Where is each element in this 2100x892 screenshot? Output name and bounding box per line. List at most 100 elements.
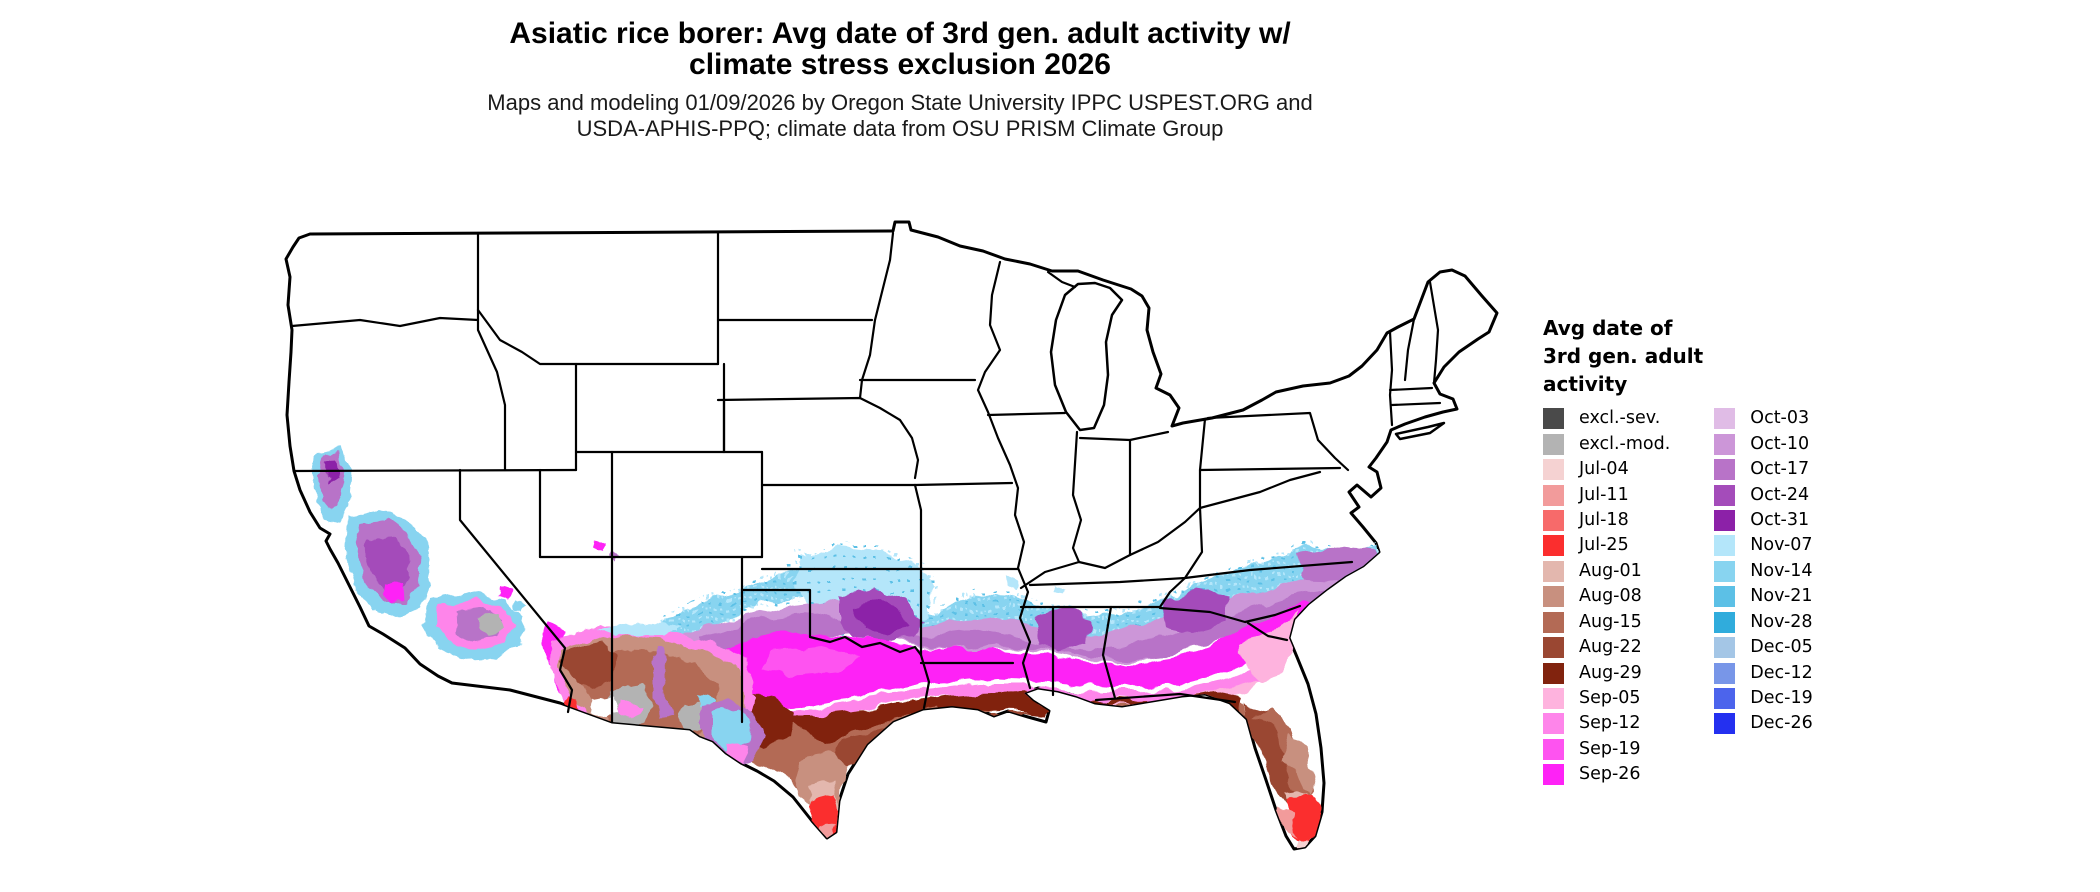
legend-label-dec05: Dec-05: [1750, 637, 1813, 658]
legend-label-nov07: Nov-07: [1750, 535, 1813, 556]
legend-column-1: excl.-sev. excl.-mod. Jul-04 Jul-11 Jul-18 Ju…: [1543, 406, 1670, 788]
legend-label-oct03: Oct-03: [1750, 408, 1810, 429]
legend-swatch-sep12: [1543, 713, 1564, 735]
legend-swatch-oct03: [1714, 408, 1736, 430]
legend-swatch-nov28: [1714, 611, 1736, 633]
legend-row-aug29: Aug-29: [1543, 660, 1670, 685]
legend-label-jul25: Jul-25: [1579, 535, 1629, 556]
legend-swatch-jul25: [1543, 535, 1564, 557]
legend-row-nov14: Nov-14: [1714, 559, 1813, 584]
legend-label-aug29: Aug-29: [1579, 662, 1642, 683]
legend-title: Avg date of 3rd gen. adult activity: [1543, 314, 1703, 398]
legend-column-2: Oct-03 Oct-10 Oct-17 Oct-24 Oct-31 Nov-07 Nov-…: [1714, 406, 1813, 788]
legend-row-dec26: Dec-26: [1714, 711, 1813, 736]
legend-swatch-oct17: [1714, 459, 1736, 481]
page-title: Asiatic rice borer: Avg date of 3rd gen.…: [240, 18, 1560, 80]
legend-row-oct24: Oct-24: [1714, 482, 1812, 507]
legend-swatch-jul04: [1543, 459, 1564, 481]
legend-label-nov14: Nov-14: [1750, 560, 1813, 581]
legend-row-aug22: Aug-22: [1543, 635, 1670, 660]
great-lakes: [1049, 281, 1446, 441]
legend-row-nov21: Nov-21: [1714, 584, 1813, 609]
legend-row-oct31: Oct-31: [1714, 508, 1812, 533]
legend-swatch-jul18: [1543, 509, 1564, 531]
legend-label-sep12: Sep-12: [1579, 713, 1641, 734]
legend-swatch-exclmod: [1543, 433, 1564, 455]
legend-label-jul04: Jul-04: [1579, 459, 1629, 480]
legend-label-aug22: Aug-22: [1579, 637, 1642, 658]
legend-row-aug08: Aug-08: [1543, 584, 1670, 609]
legend-row-jul11: Jul-11: [1543, 482, 1670, 507]
legend-row-exclsev: excl.-sev.: [1543, 406, 1670, 431]
legend-swatch-dec12: [1714, 662, 1736, 684]
legend-swatch-dec26: [1714, 713, 1736, 735]
legend-label-nov21: Nov-21: [1750, 586, 1813, 607]
legend-row-dec05: Dec-05: [1714, 635, 1813, 660]
legend-row-aug01: Aug-01: [1543, 559, 1670, 584]
legend-swatch-dec05: [1714, 637, 1736, 659]
legend-row-aug15: Aug-15: [1543, 610, 1670, 635]
legend-row-sep19: Sep-19: [1543, 737, 1670, 762]
legend-swatch-aug15: [1543, 611, 1564, 633]
legend-row-sep26: Sep-26: [1543, 762, 1670, 787]
legend-columns: excl.-sev. excl.-mod. Jul-04 Jul-11 Jul-18 Ju…: [1543, 406, 1813, 788]
legend-swatch-sep26: [1543, 764, 1564, 786]
legend-label-exclsev: excl.-sev.: [1579, 408, 1661, 429]
legend-row-dec12: Dec-12: [1714, 660, 1813, 685]
legend-row-jul25: Jul-25: [1543, 533, 1670, 558]
legend-title-line-2: 3rd gen. adult: [1543, 344, 1704, 368]
page-subtitle: Maps and modeling 01/09/2026 by Oregon S…: [240, 90, 1560, 142]
legend-row-exclmod: excl.-mod.: [1543, 431, 1670, 456]
subtitle-line-2: USDA-APHIS-PPQ; climate data from OSU PR…: [576, 116, 1224, 141]
legend-swatch-jul11: [1543, 484, 1564, 506]
legend-label-jul18: Jul-18: [1579, 509, 1629, 530]
title-line-2: climate stress exclusion 2026: [689, 48, 1111, 81]
legend-swatch-sep19: [1543, 738, 1564, 760]
legend-row-oct17: Oct-17: [1714, 457, 1812, 482]
legend-swatch-aug08: [1543, 586, 1564, 608]
state-borders: [290, 231, 1442, 724]
legend-title-line-3: activity: [1543, 372, 1628, 396]
legend-label-dec26: Dec-26: [1750, 713, 1813, 734]
legend-swatch-nov07: [1714, 535, 1736, 557]
legend-swatch-dec19: [1714, 688, 1736, 710]
legend-label-sep19: Sep-19: [1579, 738, 1641, 759]
legend-swatch-aug01: [1543, 560, 1564, 582]
legend-row-nov07: Nov-07: [1714, 533, 1813, 558]
legend-label-oct10: Oct-10: [1750, 433, 1810, 454]
legend-label-oct31: Oct-31: [1750, 509, 1810, 530]
legend-row-oct10: Oct-10: [1714, 431, 1812, 456]
legend-label-aug01: Aug-01: [1579, 560, 1642, 581]
legend-row-oct03: Oct-03: [1714, 406, 1812, 431]
legend-swatch-oct24: [1714, 484, 1736, 506]
legend-label-nov28: Nov-28: [1750, 611, 1813, 632]
legend-label-oct17: Oct-17: [1750, 459, 1810, 480]
legend-label-exclmod: excl.-mod.: [1579, 433, 1671, 454]
legend-row-sep12: Sep-12: [1543, 711, 1670, 736]
long-island: [1394, 421, 1446, 441]
legend-swatch-exclsev: [1543, 408, 1564, 430]
legend-label-aug08: Aug-08: [1579, 586, 1642, 607]
legend-title-line-1: Avg date of: [1543, 316, 1673, 340]
us-outline: [284, 220, 1499, 851]
legend-swatch-aug29: [1543, 662, 1564, 684]
legend-row-jul18: Jul-18: [1543, 508, 1670, 533]
legend-label-sep05: Sep-05: [1579, 688, 1641, 709]
legend-row-dec19: Dec-19: [1714, 686, 1813, 711]
subtitle-line-1: Maps and modeling 01/09/2026 by Oregon S…: [487, 90, 1313, 115]
legend-swatch-aug22: [1543, 637, 1564, 659]
legend-swatch-nov14: [1714, 560, 1736, 582]
legend-row-sep05: Sep-05: [1543, 686, 1670, 711]
legend-swatch-sep05: [1543, 688, 1564, 710]
legend-row-nov28: Nov-28: [1714, 610, 1813, 635]
legend-label-jul11: Jul-11: [1579, 484, 1629, 505]
legend-row-jul04: Jul-04: [1543, 457, 1670, 482]
legend-label-oct24: Oct-24: [1750, 484, 1810, 505]
title-line-1: Asiatic rice borer: Avg date of 3rd gen.…: [509, 17, 1291, 50]
legend-label-dec19: Dec-19: [1750, 688, 1813, 709]
map-legend: Avg date of 3rd gen. adult activity excl…: [1543, 314, 1813, 786]
lake-michigan: [1049, 281, 1124, 432]
legend-label-sep26: Sep-26: [1579, 764, 1641, 785]
